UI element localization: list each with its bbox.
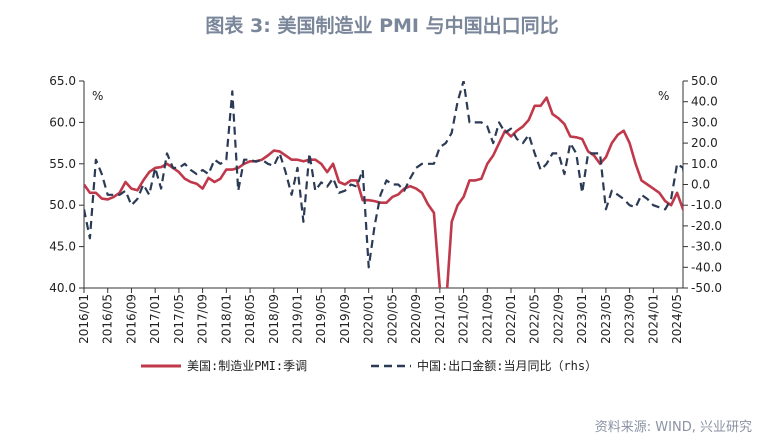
x-tick-label: 2022/01 [504, 294, 518, 344]
x-tick-label: 2021/01 [433, 294, 447, 344]
left-tick-label: 55.0 [49, 157, 76, 171]
legend-label-us-pmi: 美国:制造业PMI:季调 [187, 359, 307, 373]
x-tick-label: 2016/09 [124, 294, 138, 344]
right-axis: % -50.0 -40.0 -30.0 -20.0 -10.0 0.0 10.0 20.0 30… [658, 74, 722, 295]
x-tick-label: 2020/09 [409, 294, 423, 344]
right-tick-label: -40.0 [691, 260, 722, 274]
right-tick-label: 0.0 [691, 178, 710, 192]
left-tick-label: 50.0 [49, 198, 76, 212]
x-tick-label: 2024/05 [670, 294, 684, 344]
left-tick-label: 45.0 [49, 240, 76, 254]
x-tick-label: 2019/05 [314, 294, 328, 344]
x-axis-ticks: 2016/01 2016/05 2016/09 2017/01 2017/05 2017/… [77, 288, 684, 344]
x-tick-label: 2016/01 [77, 294, 91, 344]
right-tick-label: 30.0 [691, 115, 718, 129]
right-tick-label: 40.0 [691, 95, 718, 109]
x-tick-label: 2023/05 [599, 294, 613, 344]
source-note: 资料来源: WIND, 兴业研究 [595, 420, 752, 435]
x-tick-label: 2023/09 [623, 294, 637, 344]
left-axis: % 40.0 45.0 50.0 55.0 60.0 65.0 [49, 74, 103, 295]
us-pmi-line [84, 96, 683, 288]
left-axis-ticks: 40.0 45.0 50.0 55.0 60.0 65.0 [49, 74, 84, 295]
x-tick-label: 2017/01 [148, 294, 162, 344]
right-axis-unit: % [658, 89, 669, 103]
x-tick-label: 2018/05 [243, 294, 257, 344]
series-layer [84, 81, 683, 288]
right-axis-ticks: -50.0 -40.0 -30.0 -20.0 -10.0 0.0 10.0 20.0 30.0… [683, 74, 722, 295]
right-tick-label: 50.0 [691, 74, 718, 88]
right-tick-label: -10.0 [691, 198, 722, 212]
x-tick-label: 2021/05 [457, 294, 471, 344]
x-tick-label: 2021/09 [480, 294, 494, 344]
right-tick-label: -50.0 [691, 281, 722, 295]
x-tick-label: 2019/09 [338, 294, 352, 344]
x-tick-label: 2017/05 [172, 294, 186, 344]
left-tick-label: 60.0 [49, 115, 76, 129]
left-tick-label: 65.0 [49, 74, 76, 88]
x-tick-label: 2019/01 [291, 294, 305, 344]
legend: 美国:制造业PMI:季调 中国:出口金额:当月同比（rhs） [141, 358, 597, 373]
x-tick-label: 2020/05 [385, 294, 399, 344]
legend-label-china-exports: 中国:出口金额:当月同比（rhs） [417, 358, 597, 373]
x-tick-label: 2017/09 [196, 294, 210, 344]
chart-title: 图表 3: 美国制造业 PMI 与中国出口同比 [205, 14, 558, 37]
right-tick-label: -30.0 [691, 240, 722, 254]
china-exports-line [84, 81, 683, 269]
x-tick-label: 2024/01 [646, 294, 660, 344]
x-tick-label: 2022/05 [528, 294, 542, 344]
x-tick-label: 2018/09 [267, 294, 281, 344]
x-tick-label: 2016/05 [101, 294, 115, 344]
right-tick-label: 20.0 [691, 136, 718, 150]
x-tick-label: 2020/01 [362, 294, 376, 344]
right-tick-label: -20.0 [691, 219, 722, 233]
x-tick-label: 2022/09 [551, 294, 565, 344]
left-axis-unit: % [92, 89, 103, 103]
right-tick-label: 10.0 [691, 157, 718, 171]
x-axis: 2016/01 2016/05 2016/09 2017/01 2017/05 2017/… [77, 287, 684, 344]
x-tick-label: 2023/01 [575, 294, 589, 344]
x-tick-label: 2018/01 [219, 294, 233, 344]
left-tick-label: 40.0 [49, 281, 76, 295]
